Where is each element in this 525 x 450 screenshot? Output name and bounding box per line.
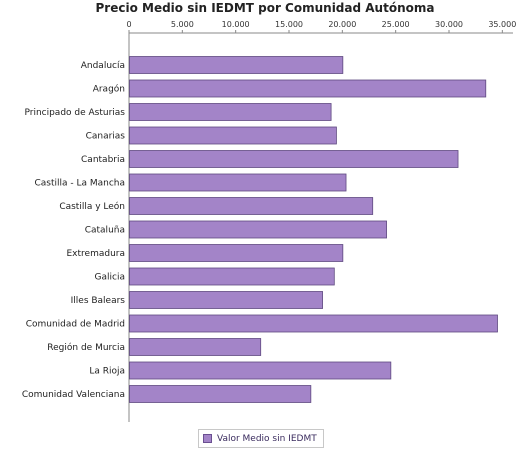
bar [129, 79, 487, 98]
x-tick-label: 30.000 [435, 20, 463, 29]
category-label: Comunidad Valenciana [22, 390, 125, 400]
bar [129, 220, 387, 239]
bar [129, 126, 337, 145]
category-label: Canarias [86, 132, 126, 142]
category-label: Galicia [95, 273, 125, 283]
bar [129, 56, 344, 74]
bar [129, 314, 498, 333]
category-label: Cantabria [81, 155, 125, 165]
x-tick-label: 15.000 [275, 20, 303, 29]
bar [129, 338, 262, 356]
x-tick-label: 0 [126, 20, 131, 29]
bar [129, 267, 335, 286]
category-label: Illes Balears [71, 296, 126, 306]
bar [129, 385, 312, 403]
legend-swatch [203, 434, 212, 443]
category-label: Comunidad de Madrid [26, 320, 125, 330]
x-tick-label: 35.000 [488, 20, 516, 29]
chart-title: Precio Medio sin IEDMT por Comunidad Aut… [96, 1, 435, 15]
category-label: Castilla - La Mancha [34, 179, 125, 189]
bars [129, 56, 498, 403]
legend: Valor Medio sin IEDMT [198, 429, 324, 448]
category-label: Castilla y León [59, 201, 125, 212]
category-label: La Rioja [89, 367, 125, 377]
bar [129, 361, 392, 380]
category-label: Aragón [93, 84, 125, 95]
x-tick-label: 5.000 [171, 20, 194, 29]
category-label: Cataluña [85, 226, 125, 236]
bar [129, 150, 459, 168]
category-labels: Andalucía Aragón Principado de Asturias Can… [22, 61, 125, 400]
legend-label: Valor Medio sin IEDMT [217, 433, 317, 444]
bar [129, 244, 344, 262]
category-label: Extremadura [67, 249, 126, 259]
bar [129, 173, 347, 192]
category-label: Andalucía [81, 61, 125, 71]
x-axis: 0 5.000 10.000 15.000 20.000 25.000 30.000 35.0… [126, 20, 516, 422]
bar [129, 197, 374, 215]
x-tick-label: 25.000 [382, 20, 410, 29]
category-label: Principado de Asturias [24, 108, 125, 118]
bar [129, 291, 323, 309]
x-tick-label: 20.000 [328, 20, 356, 29]
bar [129, 103, 332, 121]
x-tick-label: 10.000 [222, 20, 250, 29]
category-label: Región de Murcia [47, 342, 125, 353]
